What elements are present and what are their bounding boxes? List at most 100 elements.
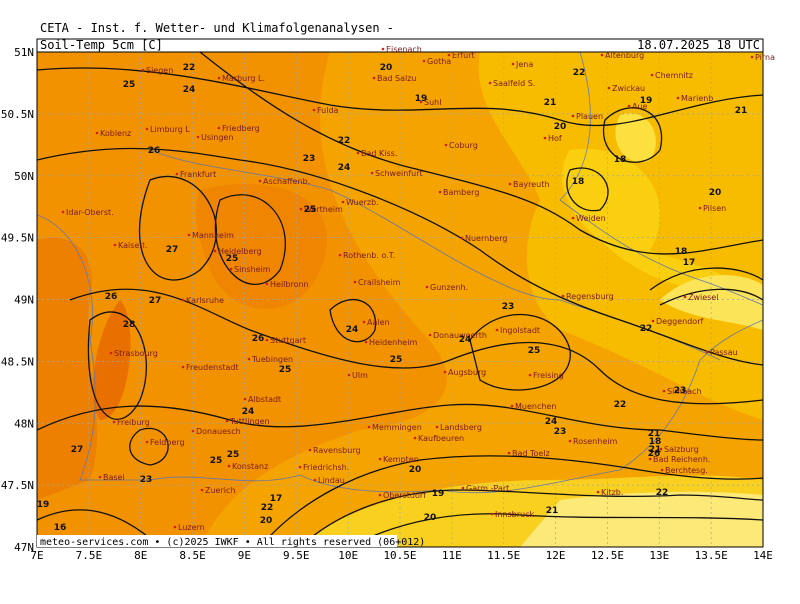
city-marker — [447, 53, 451, 57]
city-marker — [571, 114, 575, 118]
contour-label: 27 — [166, 245, 179, 255]
contour-label: 25 — [279, 365, 292, 375]
city-label: Albstadt — [248, 395, 281, 404]
contour-label: 28 — [123, 320, 136, 330]
x-axis-label: 12.5E — [591, 549, 624, 562]
warm-core — [195, 183, 328, 309]
city-label: Freising — [533, 371, 564, 380]
city-label: Sinsheim — [234, 265, 271, 274]
city-marker — [650, 73, 654, 77]
city-marker — [378, 457, 382, 461]
city-label: Feldberg — [150, 438, 185, 447]
y-axis-label: 51N — [14, 46, 34, 59]
contour-label: 24 — [459, 335, 472, 345]
city-label: Plauen — [576, 112, 603, 121]
contour-label: 23 — [140, 475, 153, 485]
header: CETA - Inst. f. Wetter- und Klimafolgena… — [40, 21, 394, 35]
contour-label: 18 — [572, 177, 585, 187]
city-label: Crailsheim — [358, 278, 401, 287]
city-label: Salzburg — [664, 445, 699, 454]
city-marker — [495, 328, 499, 332]
city-marker — [508, 182, 512, 186]
city-marker — [341, 200, 345, 204]
city-marker — [507, 451, 511, 455]
city-label: Aue — [632, 102, 648, 111]
city-label: Landsberg — [440, 423, 482, 432]
cooler-region — [562, 148, 763, 340]
city-marker — [353, 280, 357, 284]
city-marker — [490, 512, 494, 516]
city-marker — [460, 236, 464, 240]
city-label: Gotha — [427, 57, 451, 66]
city-marker — [200, 488, 204, 492]
contour-label: 25 — [123, 80, 136, 90]
city-label: Strasbourg — [114, 349, 158, 358]
city-marker — [356, 151, 360, 155]
y-axis-label: 48.5N — [1, 355, 34, 368]
city-marker — [422, 59, 426, 63]
contour-label: 20 — [424, 513, 437, 523]
contour-label: 24 — [545, 417, 558, 427]
contour-label: 22 — [640, 324, 653, 334]
city-label: Zwiesel — [688, 293, 718, 302]
city-label: Siegen — [146, 66, 173, 75]
label-right: 18.07.2025 18 UTC — [637, 38, 760, 52]
contour-label: 26 — [648, 449, 661, 459]
contour-label: 27 — [71, 445, 84, 455]
contour-label: 22 — [183, 63, 196, 73]
contour-label: 20 — [709, 188, 722, 198]
city-label: Eisenach — [386, 45, 422, 54]
footer-box — [37, 535, 397, 547]
city-label: Pirna — [755, 53, 775, 62]
city-marker — [298, 465, 302, 469]
city-label: Karlsruhe — [186, 296, 224, 305]
city-label: Donauesch — [196, 427, 241, 436]
contour-label: 22 — [614, 400, 627, 410]
city-label: Idar-Oberst. — [66, 208, 114, 217]
contour-label: 20 — [554, 122, 567, 132]
x-axis-label: 8.5E — [179, 549, 206, 562]
city-label: Rothenb. o.T. — [343, 251, 395, 260]
city-label: Pilsen — [703, 204, 726, 213]
city-marker — [511, 62, 515, 66]
x-axis-label: 7E — [30, 549, 43, 562]
contour-label: 22 — [338, 136, 351, 146]
city-marker — [705, 350, 709, 354]
city-label: Marienb — [681, 94, 713, 103]
city-label: Donauwoerth — [433, 331, 487, 340]
city-label: Koblenz — [100, 129, 131, 138]
city-label: Zuerich — [205, 486, 235, 495]
contour-label: 25 — [528, 346, 541, 356]
city-marker — [543, 136, 547, 140]
contour-label: 24 — [242, 407, 255, 417]
city-label: Wuerzb. — [346, 198, 379, 207]
city-label: Ulm — [352, 371, 368, 380]
contour-label: 25 — [210, 456, 223, 466]
city-label: Konstanz — [232, 462, 268, 471]
city-label: Fulda — [317, 106, 339, 115]
city-marker — [438, 190, 442, 194]
contour-label: 21 — [544, 98, 557, 108]
city-marker — [362, 320, 366, 324]
contour-label: 22 — [573, 68, 586, 78]
city-marker — [444, 143, 448, 147]
contour-label: 26 — [148, 146, 161, 156]
city-marker — [312, 108, 316, 112]
city-label: Friedrichsh. — [303, 463, 349, 472]
city-marker — [370, 171, 374, 175]
city-label: Freiburg — [117, 418, 150, 427]
contour-label: 21 — [648, 429, 661, 439]
city-label: Luzern — [178, 523, 205, 532]
contour-label: 18 — [614, 155, 627, 165]
city-marker — [181, 365, 185, 369]
city-marker — [225, 419, 229, 423]
x-axis-label: 13.5E — [695, 549, 728, 562]
city-label: Mannheim — [192, 231, 234, 240]
city-marker — [648, 457, 652, 461]
city-label: Basel — [103, 473, 125, 482]
contour-label: 27 — [149, 296, 162, 306]
x-axis-label: 8E — [134, 549, 147, 562]
